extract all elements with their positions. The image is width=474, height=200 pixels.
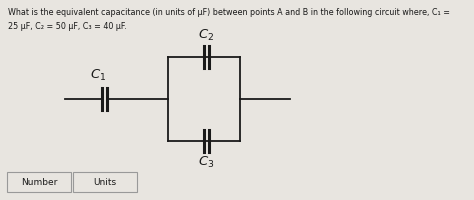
FancyBboxPatch shape (73, 172, 137, 192)
FancyBboxPatch shape (7, 172, 71, 192)
Text: Number: Number (21, 178, 57, 187)
Text: 25 μF, C₂ = 50 μF, C₃ = 40 μF.: 25 μF, C₂ = 50 μF, C₃ = 40 μF. (8, 22, 127, 31)
Text: $C_1$: $C_1$ (90, 68, 106, 83)
Text: $C_3$: $C_3$ (198, 154, 215, 169)
Text: What is the equivalent capacitance (in units of μF) between points A and B in th: What is the equivalent capacitance (in u… (8, 8, 450, 17)
Text: Units: Units (93, 178, 117, 187)
Text: $C_2$: $C_2$ (199, 28, 215, 43)
